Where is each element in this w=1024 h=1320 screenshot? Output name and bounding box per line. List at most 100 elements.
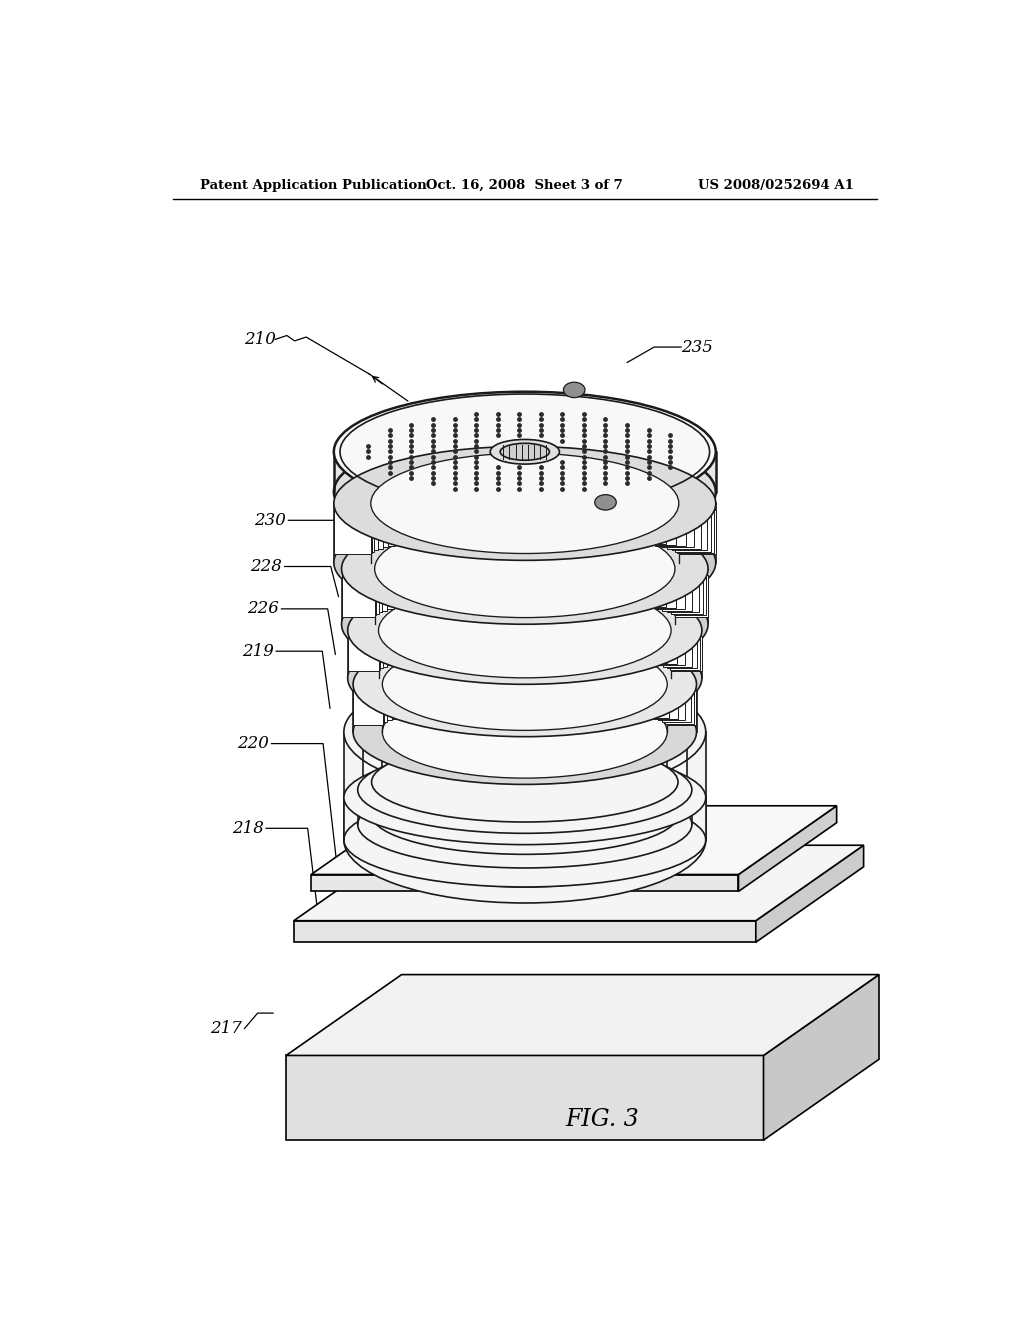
Polygon shape (650, 628, 677, 664)
Polygon shape (357, 789, 692, 825)
Polygon shape (465, 622, 475, 657)
Ellipse shape (344, 793, 706, 887)
Polygon shape (532, 620, 534, 656)
Polygon shape (656, 568, 685, 610)
Polygon shape (546, 620, 551, 656)
Polygon shape (359, 686, 387, 722)
Polygon shape (342, 569, 708, 624)
Polygon shape (381, 681, 406, 718)
Polygon shape (419, 623, 437, 659)
Polygon shape (738, 805, 837, 891)
Polygon shape (409, 498, 431, 541)
Ellipse shape (344, 669, 706, 795)
Polygon shape (678, 508, 714, 553)
Polygon shape (667, 632, 696, 668)
Polygon shape (764, 974, 879, 1140)
Polygon shape (353, 689, 383, 725)
Ellipse shape (364, 661, 686, 779)
Polygon shape (674, 573, 707, 615)
Polygon shape (374, 500, 402, 545)
Polygon shape (286, 974, 879, 1056)
Polygon shape (371, 503, 679, 562)
Polygon shape (355, 688, 384, 723)
Polygon shape (403, 680, 424, 715)
Polygon shape (560, 620, 568, 656)
Polygon shape (532, 675, 534, 710)
Polygon shape (382, 684, 668, 733)
Polygon shape (351, 570, 382, 612)
Polygon shape (638, 499, 666, 544)
Text: 228: 228 (251, 558, 283, 576)
Polygon shape (574, 622, 585, 657)
Polygon shape (572, 560, 583, 602)
Polygon shape (647, 500, 676, 545)
Polygon shape (483, 560, 490, 601)
Polygon shape (609, 562, 629, 603)
Polygon shape (662, 503, 694, 548)
Text: 230: 230 (254, 512, 286, 529)
Polygon shape (672, 506, 707, 550)
Polygon shape (348, 504, 383, 549)
Polygon shape (590, 676, 603, 711)
Polygon shape (450, 622, 462, 657)
Polygon shape (500, 560, 504, 601)
Polygon shape (467, 560, 477, 602)
Ellipse shape (500, 444, 550, 461)
Polygon shape (365, 630, 392, 665)
Polygon shape (562, 675, 569, 711)
Polygon shape (372, 781, 678, 814)
Polygon shape (391, 680, 414, 717)
Polygon shape (657, 685, 685, 721)
Polygon shape (612, 623, 631, 659)
Text: Patent Application Publication: Patent Application Publication (200, 178, 427, 191)
Ellipse shape (375, 576, 675, 673)
Polygon shape (336, 508, 372, 553)
Polygon shape (348, 636, 379, 672)
Polygon shape (406, 624, 427, 660)
Polygon shape (600, 623, 615, 659)
Polygon shape (395, 564, 419, 606)
Text: Oct. 16, 2008  Sheet 3 of 7: Oct. 16, 2008 Sheet 3 of 7 (426, 178, 624, 191)
Ellipse shape (357, 746, 692, 833)
Polygon shape (663, 686, 690, 722)
Polygon shape (558, 494, 566, 539)
Ellipse shape (382, 763, 668, 871)
Polygon shape (586, 561, 599, 602)
Polygon shape (446, 676, 460, 711)
Polygon shape (531, 560, 534, 601)
Ellipse shape (595, 495, 616, 510)
Polygon shape (343, 506, 378, 550)
Polygon shape (383, 627, 408, 663)
Polygon shape (349, 634, 380, 669)
Polygon shape (547, 675, 552, 710)
Ellipse shape (353, 632, 696, 737)
Ellipse shape (342, 513, 708, 624)
Ellipse shape (348, 577, 701, 684)
Polygon shape (596, 495, 613, 540)
Text: US 2008/0252694 A1: US 2008/0252694 A1 (698, 178, 854, 191)
Polygon shape (294, 845, 863, 921)
Polygon shape (417, 678, 435, 714)
Polygon shape (663, 569, 692, 611)
Polygon shape (375, 569, 675, 624)
Polygon shape (531, 494, 534, 539)
Polygon shape (498, 675, 503, 710)
Polygon shape (353, 632, 383, 668)
Polygon shape (631, 564, 654, 606)
Polygon shape (480, 675, 487, 711)
Polygon shape (365, 685, 392, 721)
Polygon shape (675, 576, 708, 616)
Polygon shape (348, 631, 701, 678)
Polygon shape (559, 560, 566, 601)
Polygon shape (357, 569, 387, 611)
Polygon shape (382, 713, 668, 817)
Text: 217: 217 (210, 1020, 243, 1038)
Ellipse shape (382, 686, 668, 777)
Polygon shape (342, 576, 375, 616)
Polygon shape (343, 573, 376, 615)
Polygon shape (421, 562, 440, 603)
Ellipse shape (371, 512, 679, 612)
Text: 226: 226 (247, 601, 280, 618)
Polygon shape (545, 494, 550, 539)
Polygon shape (436, 495, 454, 540)
